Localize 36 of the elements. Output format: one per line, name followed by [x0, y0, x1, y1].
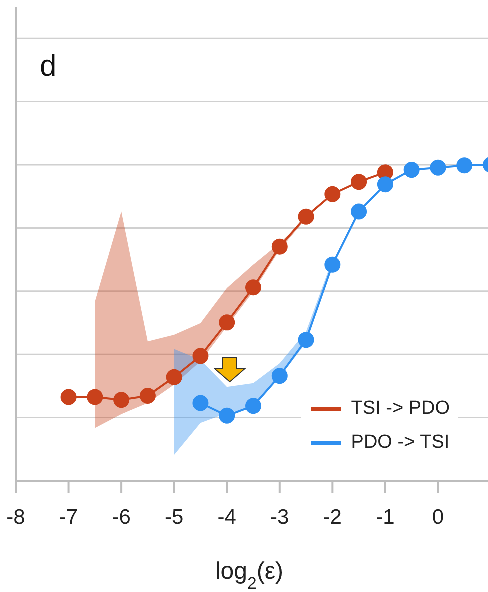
point	[430, 160, 446, 176]
x-tick-label: -8	[6, 506, 26, 529]
point	[298, 332, 314, 348]
point	[351, 174, 368, 190]
point	[140, 388, 156, 404]
point	[114, 392, 130, 408]
point	[246, 398, 262, 414]
x-tick-label: -7	[59, 506, 78, 529]
legend-label: PDO -> TSI	[351, 431, 450, 455]
x-tick-label: -3	[270, 506, 290, 529]
x-axis-title: log$_{2}$(ε)	[215, 558, 284, 592]
point	[324, 186, 341, 202]
point	[192, 395, 209, 412]
point	[351, 204, 368, 220]
legend-label: TSI -> PDO	[351, 397, 450, 421]
point	[324, 256, 341, 273]
point	[298, 208, 314, 225]
x-tick-label: -1	[376, 506, 395, 529]
point	[272, 368, 288, 384]
point	[377, 176, 394, 193]
point	[272, 238, 288, 255]
x-tick-label: -4	[218, 506, 237, 529]
point	[246, 280, 262, 296]
point	[219, 314, 236, 331]
x-tick-label: 0	[432, 506, 444, 529]
point	[60, 389, 77, 406]
x-tick-label: -6	[112, 506, 131, 529]
point	[219, 408, 236, 424]
point	[456, 158, 473, 174]
point	[404, 162, 420, 178]
point	[166, 369, 182, 386]
x-tick-label: -5	[164, 506, 184, 529]
point	[192, 348, 209, 364]
chart-title: d	[40, 50, 57, 84]
x-tick-label: -2	[323, 506, 342, 529]
point	[87, 389, 104, 406]
